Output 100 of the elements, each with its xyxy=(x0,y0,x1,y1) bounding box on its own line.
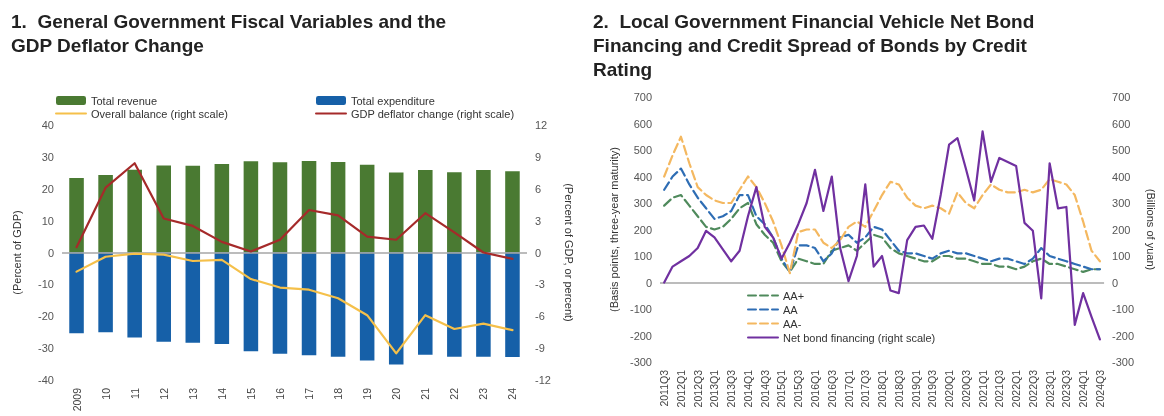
x-tick-label: 2009 xyxy=(70,387,83,412)
y2-tick-label: 0 xyxy=(1112,276,1119,289)
bar xyxy=(69,177,84,253)
x-tick-label: 12 xyxy=(157,387,170,400)
x-tick-label: 2013Q1 xyxy=(708,369,721,408)
y-tick-label: 600 xyxy=(633,117,652,130)
x-tick-label: 2020Q1 xyxy=(943,369,956,408)
y-tick-label: -10 xyxy=(38,278,54,291)
bar xyxy=(301,161,317,253)
y2-tick-label: 500 xyxy=(1112,144,1131,156)
y2-tick-label: 100 xyxy=(1112,250,1131,262)
x-tick-label: 13 xyxy=(186,387,199,400)
x-tick-label: 11 xyxy=(128,387,141,399)
x-tick-label: 16 xyxy=(273,387,286,400)
x-tick-label: 10 xyxy=(99,387,112,400)
bar xyxy=(505,171,520,253)
x-tick-label: 2014Q3 xyxy=(758,369,771,408)
y2-tick-label: -9 xyxy=(535,342,545,355)
x-tick-label: 2018Q3 xyxy=(892,369,905,408)
y2-tick-label: 600 xyxy=(1112,117,1131,130)
y-tick-label: 40 xyxy=(41,119,54,131)
x-tick-label: 2024Q3 xyxy=(1093,369,1106,408)
bar xyxy=(505,252,520,358)
y2-tick-label: -12 xyxy=(535,374,551,386)
y2-tick-label: -200 xyxy=(1112,329,1135,342)
y-tick-label: -300 xyxy=(629,356,652,368)
bar xyxy=(418,169,433,253)
legend-label: AA xyxy=(783,303,799,316)
y-tick-label: -100 xyxy=(629,303,652,315)
x-tick-label: 2011Q3 xyxy=(658,369,671,407)
x-tick-label: 2023Q1 xyxy=(1043,369,1056,408)
y2-tick-label: 200 xyxy=(1112,223,1131,236)
line-series xyxy=(663,167,1101,273)
x-tick-label: 2012Q1 xyxy=(674,369,687,408)
bar xyxy=(272,162,288,253)
bar xyxy=(185,252,201,343)
y-tick-label: -40 xyxy=(38,374,54,386)
y-tick-label: 500 xyxy=(633,144,652,156)
y2-tick-label: 9 xyxy=(535,150,542,163)
bar xyxy=(301,252,317,356)
bar xyxy=(69,252,84,334)
x-tick-label: 2016Q1 xyxy=(809,369,822,408)
y-tick-label: 700 xyxy=(633,91,652,103)
legend-label: Overall balance (right scale) xyxy=(91,107,228,120)
y2-tick-label: -300 xyxy=(1112,356,1135,368)
bar xyxy=(98,175,113,253)
y2-tick-label: 400 xyxy=(1112,170,1131,183)
bar xyxy=(127,169,142,253)
x-tick-label: 2017Q3 xyxy=(859,369,872,408)
x-tick-label: 17 xyxy=(303,387,316,400)
y-tick-label: 100 xyxy=(633,250,652,262)
x-tick-label: 2012Q3 xyxy=(691,369,704,408)
x-tick-label: 2021Q1 xyxy=(976,369,989,408)
bar xyxy=(388,252,404,365)
bar xyxy=(243,252,259,352)
bar xyxy=(330,161,346,253)
chart-title: 2. Local Government Financial Vehicle Net Bond Financing and Credit Spread of Bonds by Credit Rating xyxy=(593,10,1040,80)
x-tick-label: 15 xyxy=(244,387,257,400)
y2-tick-label: 700 xyxy=(1112,91,1131,103)
y2-tick-label: 3 xyxy=(535,214,542,227)
legend-label: AA- xyxy=(783,317,802,330)
legend-label: Total revenue xyxy=(91,94,158,107)
bar xyxy=(476,252,491,357)
y-tick-label: -200 xyxy=(629,329,652,342)
bar xyxy=(476,169,491,253)
bar xyxy=(243,161,259,253)
x-tick-label: 2015Q1 xyxy=(775,369,788,408)
x-tick-label: 23 xyxy=(477,387,490,400)
legend-label: Net bond financing (right scale) xyxy=(783,331,936,344)
x-tick-label: 21 xyxy=(419,387,432,400)
legend-label: GDP deflator change (right scale) xyxy=(351,107,515,120)
y-tick-label: 30 xyxy=(41,150,54,163)
line-series xyxy=(75,162,514,260)
x-tick-label: 2022Q3 xyxy=(1026,369,1039,408)
y2-tick-label: -3 xyxy=(535,278,545,291)
x-tick-label: 2014Q1 xyxy=(741,369,754,408)
y2-axis-title: (Billions of yuan) xyxy=(1144,188,1157,271)
y2-tick-label: 6 xyxy=(535,182,542,195)
x-tick-label: 19 xyxy=(361,387,374,400)
y-axis-title: (Percent of GDP) xyxy=(10,210,23,295)
y-axis-title: (Basis points, three-year maturity) xyxy=(607,146,620,313)
line-series xyxy=(663,135,1101,275)
x-tick-label: 2024Q1 xyxy=(1077,369,1090,408)
bar xyxy=(214,163,230,253)
bar xyxy=(214,252,230,344)
bar xyxy=(272,252,288,354)
bar xyxy=(156,252,171,342)
bar xyxy=(127,252,142,338)
legend-label: AA+ xyxy=(783,289,805,302)
y-tick-label: -30 xyxy=(38,342,54,355)
y2-tick-label: 300 xyxy=(1112,197,1131,209)
bar xyxy=(359,252,375,361)
y2-tick-label: -6 xyxy=(535,310,545,323)
chart-title: 1. General Government Fiscal Variables and the GDP Deflator Change xyxy=(11,10,452,56)
x-tick-label: 2018Q1 xyxy=(876,369,889,408)
bar xyxy=(359,164,375,253)
legend-label: Total expenditure xyxy=(351,94,435,107)
y-tick-label: 200 xyxy=(633,223,652,236)
y-tick-label: 20 xyxy=(41,182,54,195)
bar xyxy=(388,172,404,253)
